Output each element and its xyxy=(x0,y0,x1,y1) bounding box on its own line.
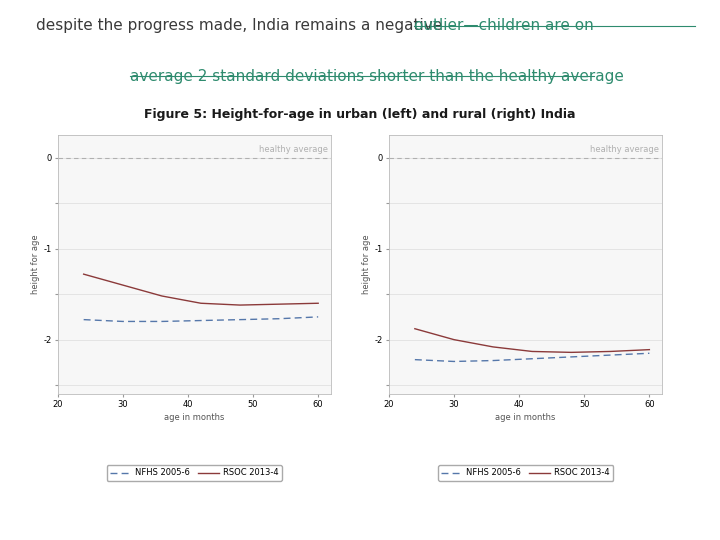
Text: outlier—children are on: outlier—children are on xyxy=(414,18,594,33)
Text: Figure 5: Height-for-age in urban (left) and rural (right) India: Figure 5: Height-for-age in urban (left)… xyxy=(144,108,576,121)
Text: despite the progress made, India remains a negative: despite the progress made, India remains… xyxy=(36,18,447,33)
Text: average 2 standard deviations shorter than the healthy average: average 2 standard deviations shorter th… xyxy=(130,69,624,84)
Legend: NFHS 2005-6, RSOC 2013-4: NFHS 2005-6, RSOC 2013-4 xyxy=(107,465,282,481)
X-axis label: age in months: age in months xyxy=(495,413,556,422)
Legend: NFHS 2005-6, RSOC 2013-4: NFHS 2005-6, RSOC 2013-4 xyxy=(438,465,613,481)
Text: healthy average: healthy average xyxy=(590,145,659,154)
Y-axis label: height for age: height for age xyxy=(362,235,371,294)
Y-axis label: height for age: height for age xyxy=(31,235,40,294)
Text: healthy average: healthy average xyxy=(259,145,328,154)
X-axis label: age in months: age in months xyxy=(164,413,225,422)
